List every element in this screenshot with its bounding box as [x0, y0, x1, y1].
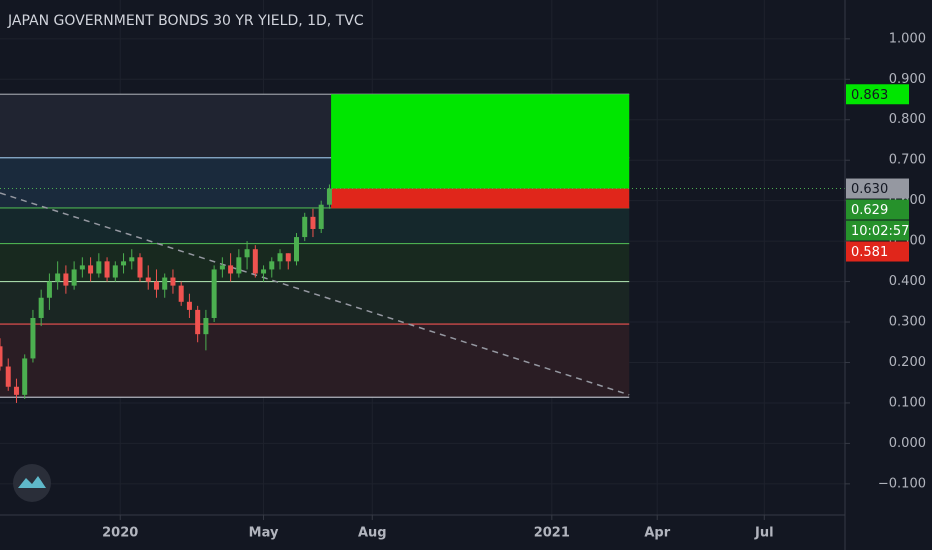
level-zone: [0, 324, 630, 398]
candle-body: [153, 281, 159, 290]
level-zone: [0, 243, 630, 282]
candle-body: [96, 261, 102, 274]
y-tick-label: −0.100: [878, 476, 926, 491]
chart-title: JAPAN GOVERNMENT BONDS 30 YR YIELD, 1D, …: [7, 13, 364, 29]
x-tick-label: Apr: [644, 526, 670, 541]
price-tag: [846, 178, 909, 199]
candle-body: [318, 204, 324, 229]
candle-body: [79, 265, 85, 270]
level-zone: [0, 281, 630, 325]
logo: [13, 464, 51, 502]
candle-body: [302, 216, 308, 238]
price-tag: [846, 241, 909, 262]
candle-body: [13, 386, 19, 395]
candle-body: [121, 261, 127, 266]
candle-body: [104, 261, 110, 278]
price-tag-label: 0.863: [851, 88, 888, 103]
candle-body: [269, 261, 275, 270]
candle-body: [5, 366, 11, 387]
candle-body: [211, 269, 217, 318]
candle-body: [162, 277, 168, 290]
candle-body: [236, 257, 242, 274]
candle-body: [326, 188, 332, 205]
candle-body: [285, 253, 291, 262]
x-tick-label: May: [249, 526, 279, 541]
trend-line: [0, 192, 630, 396]
price-tag-label: 10:02:57: [851, 224, 909, 239]
candle-body: [112, 265, 118, 278]
loss-zone: [331, 188, 630, 209]
x-tick-label: 2021: [534, 526, 570, 541]
y-tick-label: 0.100: [889, 395, 926, 410]
y-tick-label: 1.000: [889, 31, 926, 46]
candle-body: [170, 277, 176, 286]
x-tick-label: Aug: [358, 526, 387, 541]
candle-body: [71, 269, 77, 286]
candle-body: [22, 358, 28, 395]
candle-body: [186, 301, 192, 310]
y-tick-label: 0.200: [889, 355, 926, 370]
x-tick-label: 2020: [102, 526, 138, 541]
candle-body: [63, 273, 69, 286]
candle-body: [145, 277, 151, 282]
candle-body: [277, 253, 283, 262]
price-tag: [846, 84, 909, 105]
price-tag-label: 0.630: [851, 182, 888, 197]
y-tick-label: 0.700: [889, 153, 926, 168]
candle-body: [195, 309, 201, 335]
candle-body: [203, 317, 209, 335]
profit-zone: [331, 94, 630, 189]
candle-body: [228, 265, 234, 274]
price-tag-label: 0.629: [851, 203, 888, 218]
candle-body: [219, 265, 225, 270]
candle-body: [88, 265, 94, 274]
candle-body: [244, 249, 250, 258]
candle-body: [129, 257, 135, 262]
candle-body: [38, 297, 44, 318]
candle-body: [30, 317, 36, 359]
y-tick-label: 0.800: [889, 112, 926, 127]
candle-body: [137, 257, 143, 278]
y-tick-label: 0.400: [889, 274, 926, 289]
candle-body: [261, 269, 267, 274]
candle-body: [55, 273, 61, 282]
price-tag: [846, 199, 909, 220]
candle-body: [310, 216, 316, 229]
candle-body: [293, 237, 299, 262]
x-tick-label: Jul: [754, 526, 774, 541]
candle-body: [0, 346, 3, 367]
y-tick-label: 0.000: [889, 436, 926, 451]
candle-body: [178, 285, 184, 302]
candle-body: [252, 249, 258, 274]
y-tick-label: 0.300: [889, 315, 926, 330]
candle-body: [46, 281, 52, 298]
y-tick-label: 0.900: [889, 72, 926, 87]
price-tag-label: 0.581: [851, 245, 888, 260]
price-tag: [846, 220, 909, 241]
